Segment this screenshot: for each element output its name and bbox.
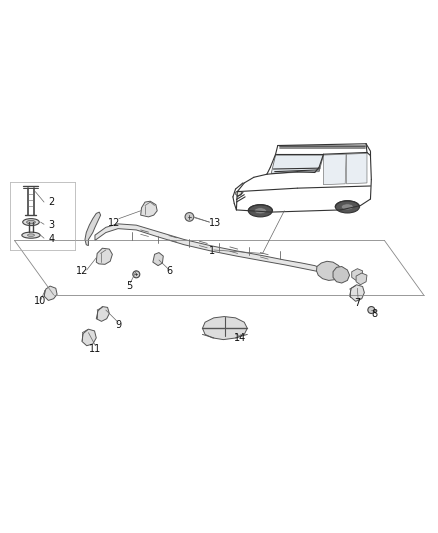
Text: 9: 9 <box>115 320 121 330</box>
Polygon shape <box>153 253 163 265</box>
Ellipse shape <box>336 201 359 213</box>
Circle shape <box>185 213 194 221</box>
Ellipse shape <box>341 204 353 210</box>
Polygon shape <box>85 212 101 246</box>
Text: 2: 2 <box>48 197 55 207</box>
Polygon shape <box>44 286 57 301</box>
Ellipse shape <box>235 191 242 196</box>
Text: 5: 5 <box>127 281 133 291</box>
Text: 6: 6 <box>166 266 172 276</box>
Text: 12: 12 <box>107 218 120 228</box>
Polygon shape <box>323 154 346 184</box>
Ellipse shape <box>248 205 272 217</box>
Ellipse shape <box>28 234 35 237</box>
Polygon shape <box>271 155 323 173</box>
Circle shape <box>368 306 375 313</box>
Polygon shape <box>356 273 367 285</box>
Text: 3: 3 <box>48 220 54 230</box>
Text: 12: 12 <box>76 266 88 276</box>
Ellipse shape <box>23 219 39 225</box>
Text: 1: 1 <box>209 246 215 256</box>
Text: 4: 4 <box>48 234 54 244</box>
Polygon shape <box>141 201 157 217</box>
Circle shape <box>133 271 140 278</box>
Text: 13: 13 <box>208 218 221 228</box>
Polygon shape <box>352 269 363 280</box>
Polygon shape <box>317 261 342 280</box>
Polygon shape <box>350 285 364 301</box>
Ellipse shape <box>27 220 35 224</box>
Polygon shape <box>95 224 319 272</box>
Text: 7: 7 <box>354 298 360 309</box>
Text: 11: 11 <box>89 344 101 354</box>
Text: 14: 14 <box>234 333 246 343</box>
Ellipse shape <box>22 232 40 238</box>
Polygon shape <box>346 154 367 184</box>
Text: 8: 8 <box>372 309 378 319</box>
Ellipse shape <box>254 208 266 214</box>
Polygon shape <box>82 329 96 346</box>
Polygon shape <box>202 317 247 340</box>
Polygon shape <box>96 248 113 264</box>
Text: 10: 10 <box>34 296 46 306</box>
Polygon shape <box>96 306 110 321</box>
Polygon shape <box>333 266 350 283</box>
